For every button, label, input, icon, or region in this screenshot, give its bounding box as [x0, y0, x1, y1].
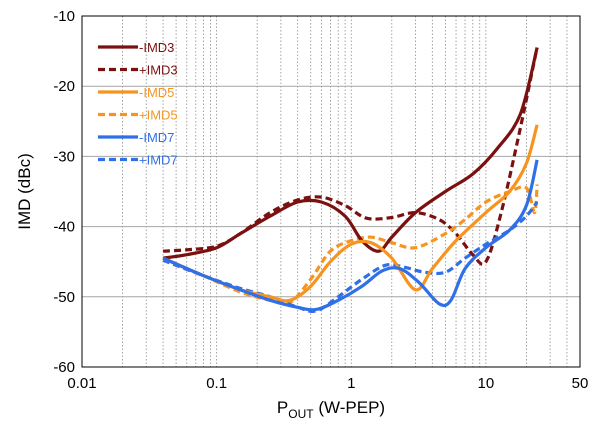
y-tick-label: -40 [53, 219, 75, 236]
x-tick-label: 10 [478, 375, 495, 392]
legend-label-plus-imd3: +IMD3 [139, 63, 178, 78]
legend-label-plus-imd5: +IMD5 [139, 108, 178, 123]
y-tick-label: -60 [53, 359, 75, 376]
tick-label-layer: 0.01 0.1 1 10 50 -10 -20 -30 -40 -50 -60 [53, 8, 588, 392]
series-layer [162, 47, 539, 313]
y-axis-title: IMD (dBc) [15, 153, 34, 230]
x-axis-title-suffix: (W-PEP) [314, 398, 385, 417]
x-axis-title-main: P [277, 398, 288, 417]
x-axis-title-subscript: OUT [288, 407, 314, 421]
y-tick-label: -10 [53, 8, 75, 25]
legend-label-minus-imd7: -IMD7 [139, 130, 174, 145]
x-tick-label: 1 [347, 375, 355, 392]
y-tick-label: -30 [53, 148, 75, 165]
series-line-minus-imd5 [162, 124, 539, 303]
x-tick-label: 50 [572, 375, 589, 392]
series-line-minus-imd7 [162, 159, 539, 312]
legend-label-minus-imd5: -IMD5 [139, 85, 174, 100]
y-tick-label: -50 [53, 289, 75, 306]
legend-label-plus-imd7: +IMD7 [139, 153, 178, 168]
x-tick-label: 0.01 [67, 375, 96, 392]
plot-frame [81, 15, 581, 368]
legend: -IMD3 +IMD3 -IMD5 +IMD5 -IMD7 +IMD7 [98, 40, 178, 168]
x-axis-title: POUT (W-PEP) [277, 398, 385, 421]
y-tick-label: -20 [53, 78, 75, 95]
x-tick-label: 0.1 [206, 375, 227, 392]
legend-label-minus-imd3: -IMD3 [139, 40, 174, 55]
